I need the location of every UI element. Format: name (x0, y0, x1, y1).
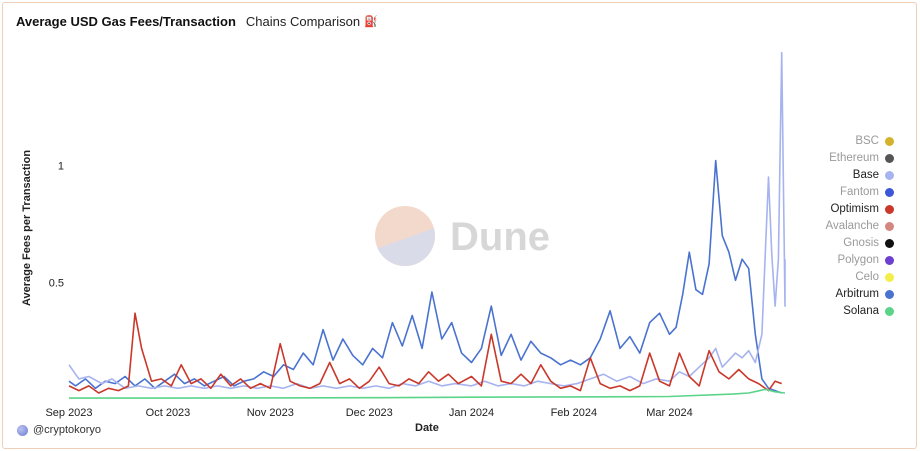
credit: @cryptokoryo (17, 424, 101, 436)
y-tick-label: 1 (58, 160, 64, 172)
legend-label: BSC (855, 135, 879, 147)
legend-label: Arbitrum (835, 288, 879, 300)
legend-item-polygon[interactable]: Polygon (826, 252, 894, 269)
axes: Sep 2023 Oct 2023 Nov 2023 Dec 2023 Jan 2024… (45, 160, 692, 419)
x-tick-label: Nov 2023 (247, 407, 294, 419)
legend-swatch (885, 239, 894, 248)
chart-legend: BSC Ethereum Base Fantom Optimism Avalanche Gn… (825, 133, 894, 320)
legend-swatch (885, 290, 894, 299)
fuel-pump-icon: ⛽ (364, 16, 378, 28)
x-tick-label: Jan 2024 (449, 407, 494, 419)
series-line-arbitrum (68, 159, 782, 394)
legend-item-avalanche[interactable]: Avalanche (825, 218, 894, 235)
legend-item-celo[interactable]: Celo (826, 269, 894, 286)
legend-item-gnosis[interactable]: Gnosis (826, 235, 894, 252)
y-tick-label: 0.5 (49, 278, 64, 290)
legend-item-base[interactable]: Base (826, 167, 894, 184)
legend-swatch (885, 188, 894, 197)
legend-item-optimism[interactable]: Optimism (826, 201, 894, 218)
watermark-text: Dune (450, 215, 550, 259)
legend-swatch (885, 154, 894, 163)
legend-item-bsc[interactable]: BSC (826, 133, 894, 150)
legend-label: Fantom (840, 186, 879, 198)
x-tick-label: Dec 2023 (346, 407, 393, 419)
legend-label: Solana (843, 305, 879, 317)
x-tick-label: Oct 2023 (146, 407, 191, 419)
x-axis-label: Date (415, 422, 439, 434)
line-chart: Dune Sep 2023 Oct 2023 Nov 2023 Dec 2023 Jan… (45, 51, 786, 419)
author-avatar-icon (17, 424, 28, 436)
legend-item-solana[interactable]: Solana (826, 303, 894, 320)
legend-swatch (885, 171, 894, 180)
series-line-optimism (68, 312, 782, 394)
chart-header: Average USD Gas Fees/Transaction Chains … (16, 14, 378, 29)
legend-label: Optimism (830, 203, 879, 215)
legend-swatch (885, 273, 894, 282)
chart-title: Average USD Gas Fees/Transaction (16, 14, 236, 29)
legend-label: Base (852, 169, 879, 181)
legend-label: Avalanche (825, 220, 880, 232)
legend-label: Polygon (837, 254, 879, 266)
legend-swatch (885, 205, 894, 214)
x-tick-label: Sep 2023 (45, 407, 92, 419)
legend-swatch (885, 307, 894, 316)
series-layer (68, 51, 786, 399)
legend-label: Ethereum (829, 152, 879, 164)
credit-handle: @cryptokoryo (33, 424, 102, 436)
x-tick-label: Feb 2024 (551, 407, 597, 419)
legend-swatch (885, 137, 894, 146)
dune-watermark: Dune (375, 206, 550, 266)
legend-item-ethereum[interactable]: Ethereum (826, 150, 894, 167)
legend-swatch (885, 256, 894, 265)
legend-label: Celo (855, 271, 879, 283)
legend-item-fantom[interactable]: Fantom (826, 184, 894, 201)
legend-item-arbitrum[interactable]: Arbitrum (826, 286, 894, 303)
series-line-base (68, 51, 786, 390)
series-line-solana (69, 388, 786, 399)
x-tick-label: Mar 2024 (646, 407, 692, 419)
legend-label: Gnosis (843, 237, 879, 249)
legend-swatch (885, 222, 894, 231)
chart-subtitle: Chains Comparison (245, 14, 361, 29)
